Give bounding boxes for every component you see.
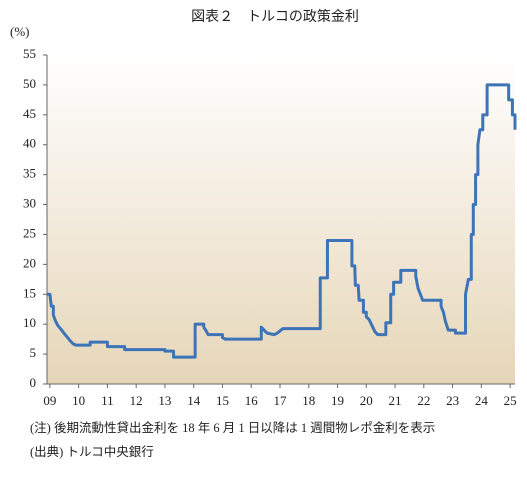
- y-tick-label: 20: [23, 255, 36, 270]
- x-tick-label: 24: [475, 393, 489, 408]
- y-tick-label: 15: [23, 285, 36, 300]
- y-tick-label: 5: [30, 345, 37, 360]
- x-tick-label: 22: [417, 393, 430, 408]
- line: [47, 83, 517, 359]
- x-tick-label: 23: [446, 393, 459, 408]
- x-tick-label: 17: [273, 393, 287, 408]
- chart-title: 図表２ トルコの政策金利: [191, 8, 359, 25]
- x-tick-label: 19: [331, 393, 344, 408]
- y-tick-label: 30: [23, 196, 36, 211]
- x-tick-label: 16: [245, 393, 259, 408]
- y-tick-label: 10: [23, 315, 36, 330]
- y-tick-label: 55: [23, 46, 36, 61]
- y-tick-label: 45: [23, 106, 36, 121]
- y-tick-label: 0: [30, 375, 37, 390]
- x-tick-label: 10: [72, 393, 85, 408]
- x-tick-label: 25: [504, 393, 517, 408]
- x-tick-label: 12: [130, 393, 143, 408]
- y-axis-label: (%): [10, 24, 30, 39]
- plot-area: [47, 55, 515, 384]
- x-tick-label: 13: [158, 393, 171, 408]
- note: (出典) トルコ中央銀行: [30, 444, 154, 459]
- x-tick-label: 15: [216, 393, 229, 408]
- y-tick-label: 40: [23, 136, 36, 151]
- note: (注) 後期流動性貸出金利を 18 年 6 月 1 日以降は 1 週間物レポ金利…: [30, 420, 435, 435]
- x-tick-label: 11: [101, 393, 114, 408]
- x-tick-label: 21: [389, 393, 402, 408]
- x-tick-label: 20: [360, 393, 373, 408]
- x-tick-label: 09: [43, 393, 56, 408]
- y-tick-label: 50: [23, 76, 36, 91]
- y-tick-label: 35: [23, 166, 36, 181]
- y-tick-label: 25: [23, 225, 36, 240]
- x-tick-label: 18: [302, 393, 315, 408]
- x-tick-label: 14: [187, 393, 201, 408]
